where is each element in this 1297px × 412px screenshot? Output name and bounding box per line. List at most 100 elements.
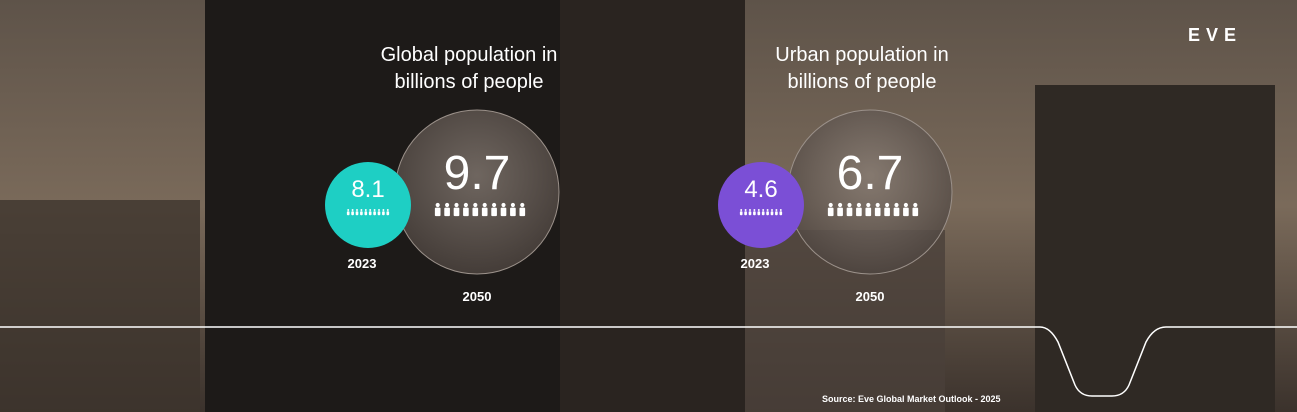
small-circle xyxy=(325,162,411,248)
person-icon-head xyxy=(828,202,833,208)
value-small: 8.1 xyxy=(351,176,385,203)
person-icon-body xyxy=(893,207,900,217)
person-icon-head xyxy=(473,202,478,208)
person-icon-body xyxy=(510,207,516,217)
person-icon-body xyxy=(779,211,783,216)
person-icon-head xyxy=(482,202,487,208)
person-icon-head xyxy=(520,202,525,208)
person-icon-head xyxy=(875,202,880,208)
logo: EVE xyxy=(1188,25,1243,45)
person-icon-body xyxy=(766,211,769,216)
person-icon-body xyxy=(463,207,469,217)
person-icon-body xyxy=(874,207,881,217)
person-icon-body xyxy=(453,207,460,217)
person-icon-head xyxy=(435,202,440,208)
person-icon-head xyxy=(492,202,497,208)
person-icon-body xyxy=(739,211,743,216)
person-icon-body xyxy=(360,211,363,216)
person-icon-head xyxy=(382,209,385,211)
person-icon-head xyxy=(903,202,908,208)
person-icon-head xyxy=(894,202,899,208)
person-icon-head xyxy=(378,209,380,211)
person-icon-head xyxy=(866,202,871,208)
person-icon-body xyxy=(351,211,354,216)
person-icon-body xyxy=(346,211,350,216)
person-icon-body xyxy=(856,207,862,217)
person-icon-head xyxy=(386,209,389,211)
person-icon-body xyxy=(846,207,853,217)
person-icon-head xyxy=(445,202,450,208)
person-icon-head xyxy=(779,209,782,211)
person-icon-head xyxy=(360,209,363,211)
person-icon-head xyxy=(351,209,354,211)
person-icon-head xyxy=(369,209,372,211)
person-icon-body xyxy=(377,211,381,216)
person-icon-head xyxy=(510,202,515,208)
person-icon-head xyxy=(757,209,760,211)
value-big: 9.7 xyxy=(443,147,511,200)
source-note: Source: Eve Global Market Outlook - 2025 xyxy=(822,394,1001,404)
building xyxy=(0,200,200,412)
person-icon-body xyxy=(837,207,843,217)
person-icon-body xyxy=(364,211,368,216)
person-icon-head xyxy=(356,209,358,211)
year-label: 2050 xyxy=(462,289,492,304)
person-icon-head xyxy=(501,202,506,208)
divider-line xyxy=(0,326,1297,397)
person-icon-body xyxy=(355,211,359,216)
person-icon-body xyxy=(368,211,372,216)
person-icon-head xyxy=(762,209,765,211)
small-circle xyxy=(718,162,804,248)
person-icon-body xyxy=(761,211,765,216)
person-icon-head xyxy=(885,202,890,208)
person-icon-head xyxy=(749,209,751,211)
person-icon-head xyxy=(775,209,778,211)
person-icon-body xyxy=(373,211,376,216)
value-big: 6.7 xyxy=(836,147,904,200)
building xyxy=(1035,85,1275,412)
person-icon-body xyxy=(827,207,834,217)
person-icon-body xyxy=(757,211,761,216)
person-icon-head xyxy=(364,209,367,211)
person-icon-head xyxy=(454,202,459,208)
panel-title: Urban population in billions of people xyxy=(775,44,949,93)
person-icon-body xyxy=(472,207,479,217)
person-icon-head xyxy=(744,209,747,211)
person-icon-body xyxy=(434,207,441,217)
person-icon-body xyxy=(884,207,890,217)
person-icon-head xyxy=(373,209,376,211)
panel-title: Global population in billions of people xyxy=(380,44,558,93)
person-icon-head xyxy=(740,209,743,211)
person-icon-body xyxy=(519,207,526,217)
person-icon-body xyxy=(481,207,488,217)
person-icon-body xyxy=(865,207,872,217)
year-label: 2050 xyxy=(855,289,885,304)
person-icon-body xyxy=(903,207,909,217)
person-icon-body xyxy=(382,211,385,216)
person-icon-body xyxy=(744,211,747,216)
person-icon-body xyxy=(491,207,497,217)
building xyxy=(560,0,745,412)
person-icon-head xyxy=(753,209,756,211)
person-icon-body xyxy=(770,211,774,216)
person-icon-head xyxy=(847,202,852,208)
person-icon-head xyxy=(838,202,843,208)
person-icon-head xyxy=(463,202,468,208)
value-small: 4.6 xyxy=(744,176,778,203)
person-icon-head xyxy=(766,209,769,211)
person-icon-head xyxy=(347,209,350,211)
person-icon-body xyxy=(912,207,919,217)
person-icon-head xyxy=(771,209,773,211)
year-label: 2023 xyxy=(347,256,377,271)
person-icon-body xyxy=(386,211,390,216)
person-icon-body xyxy=(753,211,756,216)
person-icon-body xyxy=(775,211,778,216)
person-icon-head xyxy=(913,202,918,208)
person-icon-body xyxy=(500,207,507,217)
person-icon-body xyxy=(444,207,450,217)
year-label: 2023 xyxy=(740,256,770,271)
person-icon-head xyxy=(856,202,861,208)
person-icon-body xyxy=(748,211,752,216)
